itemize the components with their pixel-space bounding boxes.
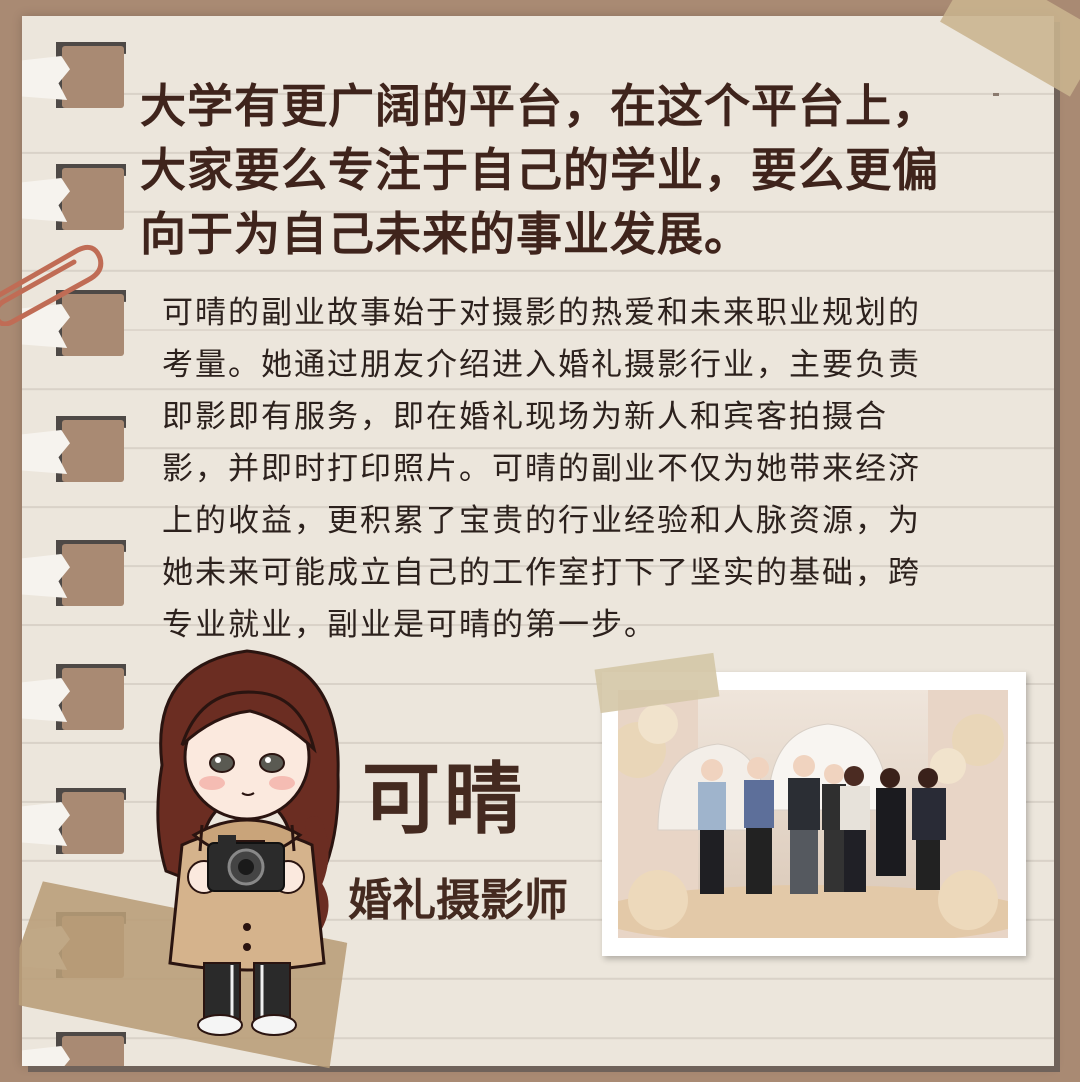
- camera-icon: [207, 835, 285, 892]
- paragraph-line: 可晴的副业故事始于对摄影的热爱和未来职业规划的: [162, 295, 921, 331]
- profile-name: 可晴: [362, 755, 527, 845]
- photo-frame: [602, 672, 1026, 956]
- group-photo: [618, 690, 1008, 938]
- corner-mark: [993, 93, 999, 96]
- paperclip-icon: [0, 244, 104, 326]
- paragraph-line: 上的收益，更积累了宝贵的行业经验和人脉资源，为: [162, 503, 921, 539]
- paragraph-line: 考量。她通过朋友介绍进入婚礼摄影行业，主要负责: [162, 347, 921, 383]
- paragraph-line: 专业就业，副业是可晴的第一步。: [162, 607, 657, 643]
- headline-line: 大学有更广阔的平台，在这个平台上，: [140, 79, 939, 133]
- story-paragraph: 可晴的副业故事始于对摄影的热爱和未来职业规划的 考量。她通过朋友介绍进入婚礼摄影…: [162, 287, 972, 651]
- paragraph-line: 影，并即时打印照片。可晴的副业不仅为她带来经济: [162, 451, 921, 487]
- headline-line: 大家要么专注于自己的学业，要么更偏: [140, 143, 939, 197]
- profile-role: 婚礼摄影师: [348, 875, 568, 926]
- paragraph-line: 她未来可能成立自己的工作室打下了坚实的基础，跨: [162, 555, 921, 591]
- headline: 大学有更广阔的平台，在这个平台上， 大家要么专注于自己的学业，要么更偏 向于为自…: [140, 74, 1020, 266]
- paragraph-line: 即影即有服务，即在婚礼现场为新人和宾客拍摄合: [162, 399, 888, 435]
- avatar-illustration: [142, 645, 352, 1040]
- headline-line: 向于为自己未来的事业发展。: [140, 207, 751, 261]
